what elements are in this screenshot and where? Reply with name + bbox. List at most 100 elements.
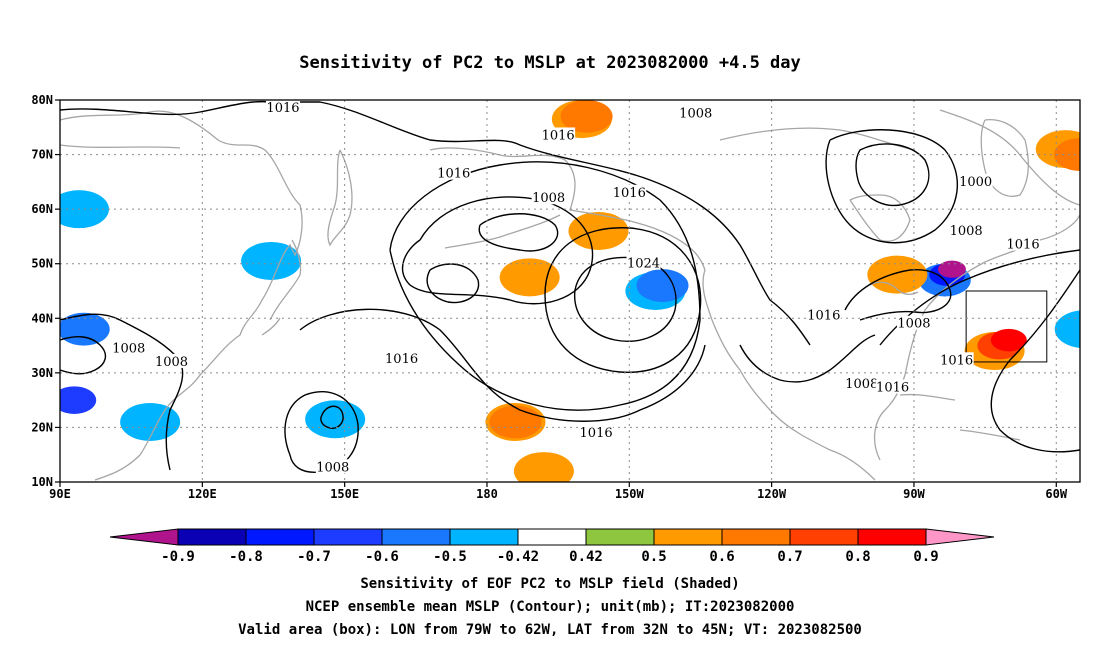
lat-tick-label: 30N bbox=[31, 366, 53, 380]
colorbar-label: 0.42 bbox=[569, 549, 603, 565]
caption-line-3: Valid area (box): LON from 79W to 62W, L… bbox=[238, 622, 862, 638]
sensitivity-patch-1 bbox=[636, 269, 689, 302]
contour-label-bg bbox=[612, 184, 647, 199]
contour-1008-trough bbox=[844, 268, 952, 321]
coastline-arctic bbox=[60, 109, 1080, 206]
sensitivity-patch-16 bbox=[1054, 138, 1080, 171]
contour-label-bg bbox=[875, 379, 910, 394]
contour-label: 1016 bbox=[1007, 238, 1040, 253]
contour-label: 1008 bbox=[897, 317, 930, 332]
contour-label-bg bbox=[384, 351, 419, 366]
sensitivity-patch-22 bbox=[568, 211, 629, 250]
sensitivity-patch-8 bbox=[120, 402, 181, 441]
sensitivity-patch-11 bbox=[1054, 310, 1080, 348]
coastline-japan bbox=[261, 239, 302, 336]
contour-label-bg bbox=[541, 127, 576, 142]
contour-label: 1016 bbox=[876, 381, 909, 396]
lon-tick-label: 90W bbox=[903, 487, 925, 501]
lon-tick-label: 120W bbox=[757, 487, 787, 501]
caption-line-2: NCEP ensemble mean MSLP (Contour); unit(… bbox=[306, 599, 795, 615]
contour-label: 1016 bbox=[613, 186, 646, 201]
contour-label-bg bbox=[949, 222, 984, 237]
sensitivity-patch-14 bbox=[990, 328, 1027, 352]
colorbar-segment bbox=[381, 528, 451, 546]
colorbar-arrow-high bbox=[925, 528, 995, 546]
sensitivity-patch-6 bbox=[60, 312, 110, 346]
coastline-north-america-west bbox=[711, 319, 876, 481]
map-title: Sensitivity of PC2 to MSLP at 2023082000… bbox=[299, 53, 801, 73]
contour-1000-canada bbox=[855, 143, 930, 207]
sensitivity-patch-18 bbox=[560, 100, 613, 133]
contour-1008-aleutian-inner bbox=[478, 213, 559, 252]
contour-label-bg bbox=[896, 315, 931, 330]
contour-label-bg bbox=[111, 340, 146, 355]
contour-label: 1008 bbox=[532, 191, 565, 206]
sensitivity-patch-10 bbox=[241, 241, 302, 280]
contour-1016-gulf bbox=[739, 334, 876, 383]
coastlines bbox=[60, 109, 1080, 481]
colorbar-segment bbox=[721, 528, 791, 546]
colorbar: -0.9 -0.8 -0.7 -0.6 -0.5 -0.42 0.42 0.5 0.6 0.7 0.… bbox=[109, 528, 995, 565]
contour-1016-north bbox=[60, 100, 811, 346]
lon-tick-label: 90E bbox=[49, 487, 71, 501]
contour-label-bg bbox=[626, 255, 661, 270]
colorbar-segment bbox=[585, 528, 655, 546]
sensitivity-patch-9 bbox=[305, 400, 366, 439]
contour-label-bg bbox=[1006, 236, 1041, 251]
contour-1008-west-pacific-inner bbox=[320, 405, 344, 429]
contour-1016-pacific-high-inner bbox=[544, 227, 702, 373]
contour-1008-asia-inner bbox=[60, 336, 107, 375]
contour-label: 1000 bbox=[959, 175, 992, 190]
lat-tick-label: 10N bbox=[31, 475, 53, 489]
lat-tick-label: 60N bbox=[31, 202, 53, 216]
lon-tick-label: 60W bbox=[1045, 487, 1067, 501]
contour-label-bg bbox=[579, 424, 614, 439]
contour-label: 1016 bbox=[266, 101, 299, 116]
contour-1016-atlantic bbox=[990, 269, 1080, 453]
graticule bbox=[60, 100, 1080, 482]
coastline-greenland bbox=[980, 119, 1029, 197]
coastline-cuba-caribbean bbox=[899, 393, 1021, 441]
lon-tick-label: 150E bbox=[330, 487, 359, 501]
coastline-asia-east bbox=[60, 110, 303, 481]
contour-label: 1008 bbox=[316, 460, 349, 475]
contour-label-bg bbox=[315, 459, 350, 474]
contour-1016-subtropical bbox=[299, 308, 706, 422]
contour-label-bg bbox=[806, 307, 841, 322]
sensitivity-patch-20 bbox=[489, 405, 542, 439]
colorbar-label: -0.5 bbox=[433, 549, 467, 565]
colorbar-label: 0.8 bbox=[845, 549, 870, 565]
longitude-axis: 90E 120E 150E 180 150W 120W 90W 60W bbox=[49, 482, 1068, 501]
colorbar-label: -0.6 bbox=[365, 549, 399, 565]
contour-label: 1008 bbox=[950, 224, 983, 239]
sensitivity-patch-24 bbox=[867, 255, 928, 294]
colorbar-segment bbox=[789, 528, 859, 546]
contour-label: 1024 bbox=[627, 257, 660, 272]
contour-label-bg bbox=[939, 352, 974, 367]
lat-tick-label: 70N bbox=[31, 148, 53, 162]
contour-label: 1008 bbox=[155, 355, 188, 370]
colorbar-label: -0.42 bbox=[497, 549, 539, 565]
coastline-aleutians bbox=[444, 214, 561, 249]
lon-tick-label: 120E bbox=[188, 487, 217, 501]
contour-label: 1016 bbox=[807, 309, 840, 324]
colorbar-label: -0.9 bbox=[161, 549, 195, 565]
sensitivity-patch-4 bbox=[937, 260, 966, 278]
latitude-axis: 80N 70N 60N 50N 40N 30N 20N 10N bbox=[31, 93, 60, 489]
contour-label: 1008 bbox=[679, 107, 712, 122]
contour-1008-aleutian-outer bbox=[401, 196, 594, 305]
contour-label-bg bbox=[265, 100, 300, 115]
lon-tick-label: 180 bbox=[476, 487, 498, 501]
contour-label: 1008 bbox=[845, 377, 878, 392]
lon-tick-label: 150W bbox=[615, 487, 645, 501]
contour-label: 1016 bbox=[542, 128, 575, 143]
lat-tick-label: 80N bbox=[31, 93, 53, 107]
sensitivity-patch-23 bbox=[513, 452, 574, 482]
colorbar-segment bbox=[517, 528, 587, 546]
colorbar-label: -0.8 bbox=[229, 549, 263, 565]
colorbar-segment bbox=[653, 528, 723, 546]
contour-label-bg bbox=[844, 375, 879, 390]
